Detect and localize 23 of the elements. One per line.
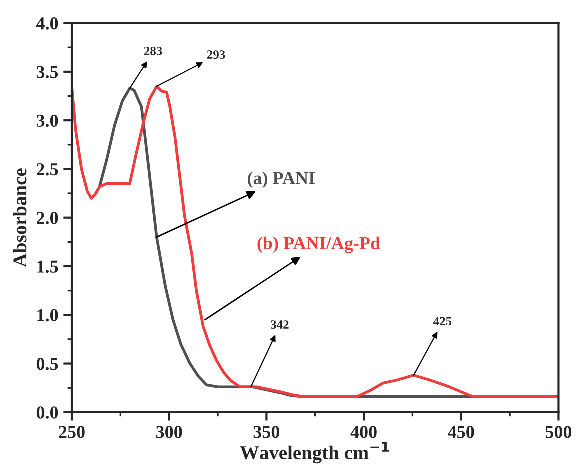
y-tick-label: 2.5 bbox=[36, 164, 58, 176]
y-tick-label: 1.0 bbox=[38, 309, 58, 322]
text: (a) PANI bbox=[248, 172, 315, 188]
x-tick-label: 450 bbox=[448, 426, 474, 438]
annotation: 425 bbox=[433, 317, 452, 326]
y-tick-label: 3.5 bbox=[36, 66, 58, 78]
annotation: 283 bbox=[144, 46, 162, 56]
y-tick-label: 0.5 bbox=[36, 358, 58, 370]
y-tick-label: 0.0 bbox=[36, 406, 58, 419]
y-axis-title: Absorbance bbox=[13, 168, 27, 268]
y-tick-label: 2.0 bbox=[36, 212, 58, 224]
x-tick-label: 300 bbox=[156, 426, 182, 438]
x-tick-label: 250 bbox=[59, 426, 85, 438]
x-tick-label: 500 bbox=[546, 426, 572, 438]
x-tick-label: 350 bbox=[254, 426, 280, 438]
y-tick-label: 1.5 bbox=[38, 260, 58, 274]
text: (b) PANI/Ag-Pd bbox=[258, 236, 380, 254]
annotation: 342 bbox=[271, 320, 289, 330]
y-tick-label: 4.0 bbox=[36, 18, 58, 30]
x-axis-title: Wavelength cm$^{−1}$ bbox=[240, 442, 390, 464]
y-tick-label: 3.0 bbox=[36, 114, 58, 128]
x-tick-label: 400 bbox=[350, 426, 377, 438]
annotation: 293 bbox=[207, 50, 226, 59]
